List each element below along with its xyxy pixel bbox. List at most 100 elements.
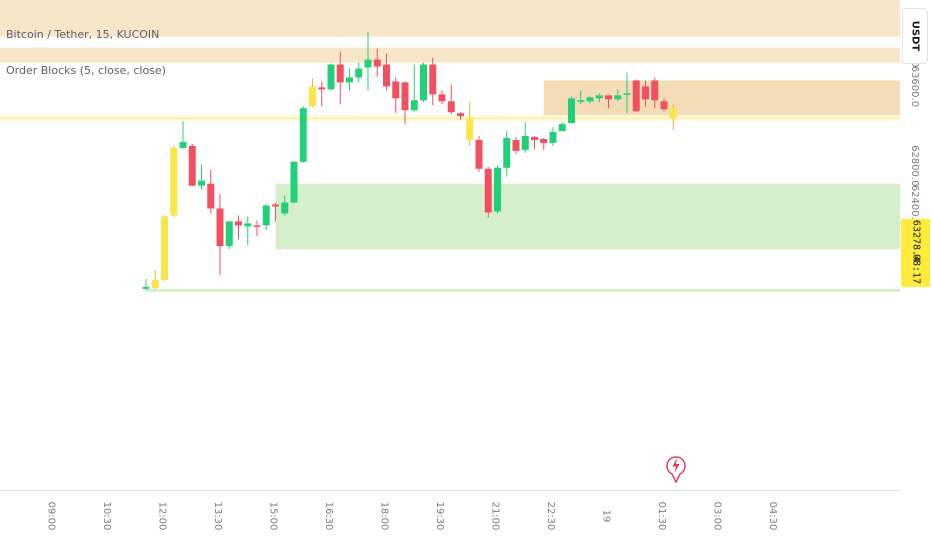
candle-body	[188, 145, 196, 186]
last-price-line	[0, 115, 900, 122]
candle	[198, 164, 205, 190]
candle	[207, 169, 215, 214]
time-tick-label: 03:00	[712, 502, 723, 531]
candle	[447, 84, 455, 115]
candle-body	[392, 81, 400, 99]
candle-body	[605, 95, 612, 100]
demand-zone	[146, 288, 900, 292]
supply-zone	[358, 59, 900, 63]
supply-zone	[543, 80, 900, 119]
candle-body	[151, 279, 159, 288]
candle	[540, 138, 548, 150]
time-tick-label: 21:00	[490, 502, 501, 531]
indicator-legend[interactable]: Order Blocks (5, close, close)	[6, 64, 166, 77]
candle	[660, 98, 668, 112]
currency-label: USDT	[909, 20, 921, 52]
candle	[503, 131, 511, 177]
candle-body	[457, 113, 464, 117]
candle-body	[632, 80, 640, 112]
candle-body	[355, 68, 363, 78]
candle	[632, 79, 640, 113]
candle	[309, 78, 316, 108]
candle-body	[410, 100, 418, 111]
candle	[225, 221, 233, 250]
candle	[475, 136, 483, 172]
candle-body	[549, 132, 557, 143]
candle-body	[290, 161, 298, 203]
time-axis[interactable]: 06:0007:3009:0010:3012:0013:3015:0016:30…	[0, 490, 900, 531]
flash-icon[interactable]	[666, 453, 686, 483]
candle	[669, 104, 677, 131]
supply-zone	[0, 0, 900, 37]
time-tick-label: 16:30	[323, 502, 334, 531]
symbol-legend[interactable]: Bitcoin / Tether, 15, KUCOIN	[6, 28, 160, 41]
candle	[336, 51, 344, 105]
candle	[642, 80, 649, 108]
candle-body	[521, 136, 529, 150]
candle	[364, 31, 372, 91]
candle	[346, 68, 353, 91]
candle-body	[170, 147, 178, 216]
candle-body	[336, 64, 344, 83]
time-tick-label: 13:30	[212, 502, 223, 531]
candle	[577, 90, 585, 105]
candle-body	[512, 139, 520, 151]
candle-body	[577, 100, 585, 102]
time-tick-label: 01:30	[656, 502, 667, 531]
candle	[586, 96, 594, 104]
time-tick-label: 10:30	[101, 502, 112, 531]
candle-body	[642, 86, 649, 100]
candle	[568, 96, 575, 124]
candle-body	[651, 80, 659, 101]
candle	[605, 95, 612, 109]
candle-body	[373, 59, 381, 67]
candle-body	[568, 98, 575, 124]
time-tick-label: 09:00	[46, 502, 57, 531]
candle	[549, 127, 557, 146]
candle-body	[161, 216, 168, 280]
candle-body	[438, 94, 446, 102]
candle-body	[660, 101, 668, 110]
candle	[484, 166, 492, 218]
last-price-tag: 63278.4 08:17	[901, 219, 930, 287]
candle	[216, 193, 224, 275]
supply-zone	[0, 47, 900, 63]
candle	[651, 77, 659, 109]
candle-body	[614, 95, 622, 100]
candle-body	[179, 141, 187, 148]
candle-body	[262, 205, 270, 226]
candle-body	[253, 225, 261, 227]
candle-body	[669, 108, 677, 119]
candle	[327, 63, 335, 91]
candle	[521, 122, 529, 153]
candle-body	[558, 124, 566, 132]
time-tick-label: 15:00	[268, 502, 279, 531]
candle-body	[623, 93, 631, 95]
price-tick-label: 62400.0	[909, 185, 920, 226]
currency-button[interactable]: USDT	[902, 8, 928, 64]
candle-body	[531, 137, 538, 140]
candle-body	[586, 97, 594, 102]
candle-body	[475, 139, 483, 169]
order-block-zones	[0, 0, 900, 292]
time-tick-label: 19	[601, 510, 612, 523]
candle	[235, 215, 242, 240]
candle	[179, 121, 187, 149]
candle-body	[235, 221, 242, 226]
candle-body	[216, 208, 224, 247]
bar-countdown: 08:17	[910, 253, 921, 285]
candle	[401, 81, 409, 125]
candle	[373, 48, 381, 77]
candle	[410, 64, 418, 113]
candle	[457, 112, 464, 121]
candle	[531, 136, 538, 149]
candle-body	[318, 87, 326, 90]
time-tick-label: 18:00	[379, 502, 390, 531]
time-tick-label: 19:30	[434, 502, 445, 531]
candle	[420, 62, 427, 103]
candle-body	[484, 168, 492, 213]
candle	[151, 270, 159, 290]
candle	[299, 106, 307, 163]
